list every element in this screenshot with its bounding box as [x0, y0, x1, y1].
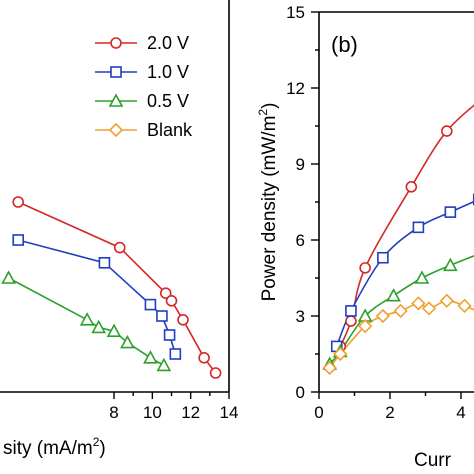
legend-label-blank: Blank: [147, 120, 193, 140]
panel-b-point-blank: [322, 360, 337, 376]
panel-a-point-1-0-v: [144, 298, 157, 311]
panel-b-label: (b): [331, 32, 358, 57]
legend-label-1-0-v: 1.0 V: [147, 62, 189, 82]
panel-b-point-0-5-v: [386, 288, 401, 302]
legend-marker-0-5-v: [108, 93, 124, 107]
panel-b-series-lines: [329, 104, 474, 369]
panel-a-point-1-0-v: [12, 234, 24, 246]
panel-a-point-0-5-v: [120, 334, 135, 349]
panel-a-x-tick-label: 10: [143, 403, 162, 422]
panel-b-series-markers: [322, 125, 474, 376]
panel-b-point-0-5-v: [443, 257, 458, 272]
panel-b-point-blank: [411, 296, 426, 311]
panel-a-x-tick-label: 12: [181, 403, 200, 422]
panel-b-point-1-0-v: [345, 305, 357, 317]
legend-marker-blank: [108, 122, 124, 138]
panel-b-y-tick-label: 0: [296, 383, 305, 402]
panel-b-x-tick-label: 4: [456, 403, 465, 422]
panel-b-series-line-1-0-v: [336, 200, 474, 347]
panel-a-point-0-5-v: [79, 312, 95, 326]
panel-b-point-blank: [358, 319, 373, 334]
panel-b-point-0-5-v: [414, 270, 430, 284]
panel-b-point-blank: [333, 346, 348, 362]
panel-a-point-1-0-v: [169, 348, 182, 360]
panel-a-point-0-5-v: [156, 357, 172, 372]
panel-a-series-markers: [1, 196, 222, 379]
panel-b-point-blank: [393, 303, 408, 319]
panel-b-x-ticks: 0 2 4: [314, 392, 466, 422]
panel-b-x-tick-label: 0: [314, 403, 323, 422]
panel-b-y-tick-label: 9: [296, 155, 305, 174]
panel-b-point-2-0-v: [440, 125, 453, 137]
panel-b-y-tick-label: 15: [286, 3, 305, 22]
panel-a: 8 10 12 14 sity (mA/m2) 2.0 V 1.0 V 0.5 V Blan…: [0, 0, 238, 459]
panel-a-point-0-5-v: [106, 323, 122, 338]
panel-a-point-2-0-v: [113, 241, 126, 254]
panel-b-y-tick-label: 3: [296, 307, 305, 326]
panel-a-point-1-0-v: [156, 310, 168, 322]
panel-a-point-2-0-v: [209, 367, 222, 379]
panel-a-point-2-0-v: [12, 196, 24, 208]
panel-a-series-lines: [8, 201, 217, 374]
panel-b-point-1-0-v: [444, 206, 457, 218]
panel-a-point-2-0-v: [165, 294, 178, 307]
panel-a-point-0-5-v: [143, 350, 158, 364]
panel-b-x-tick-label: 2: [385, 403, 394, 422]
panel-b-point-2-0-v: [345, 315, 357, 327]
legend-label-2-0-v: 2.0 V: [147, 33, 189, 53]
panel-b-series-line-blank: [329, 299, 474, 369]
panel-b-y-tick-label: 12: [286, 79, 305, 98]
panel-b-point-blank: [421, 301, 437, 316]
panel-a-point-2-0-v: [177, 313, 189, 326]
panel-b: 0 3 6 9 12 15 0 2 4 (b) Power density (mW/m2) C…: [256, 3, 474, 471]
panel-b-point-2-0-v: [405, 181, 418, 193]
panel-a-x-axis-label: sity (mA/m2): [3, 435, 106, 459]
panel-b-point-1-0-v: [412, 221, 425, 234]
panel-a-point-0-5-v: [91, 319, 107, 334]
panel-b-point-blank: [375, 308, 391, 324]
panel-a-series-line-1-0-v: [17, 239, 177, 355]
panel-b-x-axis-label: Curr: [414, 450, 452, 471]
panel-b-point-blank: [439, 293, 454, 308]
legend-marker-2-0-v: [110, 37, 122, 49]
panel-b-y-ticks: 0 3 6 9 12 15: [286, 3, 319, 402]
panel-a-x-tick-label: 14: [220, 403, 239, 422]
panel-a-series-line-2-0-v: [17, 201, 217, 374]
panel-b-point-blank: [457, 298, 472, 313]
panel-a-x-tick-label: 8: [109, 403, 118, 422]
legend-label-0-5-v: 0.5 V: [147, 91, 189, 111]
panel-a-point-2-0-v: [198, 351, 210, 364]
panel-a-point-1-0-v: [163, 329, 176, 341]
panel-a-point-1-0-v: [98, 256, 111, 269]
panel-b-point-2-0-v: [359, 262, 371, 274]
legend: 2.0 V 1.0 V 0.5 V Blank: [95, 33, 193, 140]
panel-a-point-2-0-v: [159, 287, 172, 300]
panel-b-y-axis-label: Power density (mW/m2): [256, 103, 280, 302]
panel-a-x-ticks: 8 10 12 14: [109, 392, 238, 422]
legend-marker-1-0-v: [110, 66, 122, 78]
panel-a-point-0-5-v: [1, 270, 16, 284]
panel-b-point-1-0-v: [377, 251, 389, 264]
panel-b-y-tick-label: 6: [296, 231, 305, 250]
